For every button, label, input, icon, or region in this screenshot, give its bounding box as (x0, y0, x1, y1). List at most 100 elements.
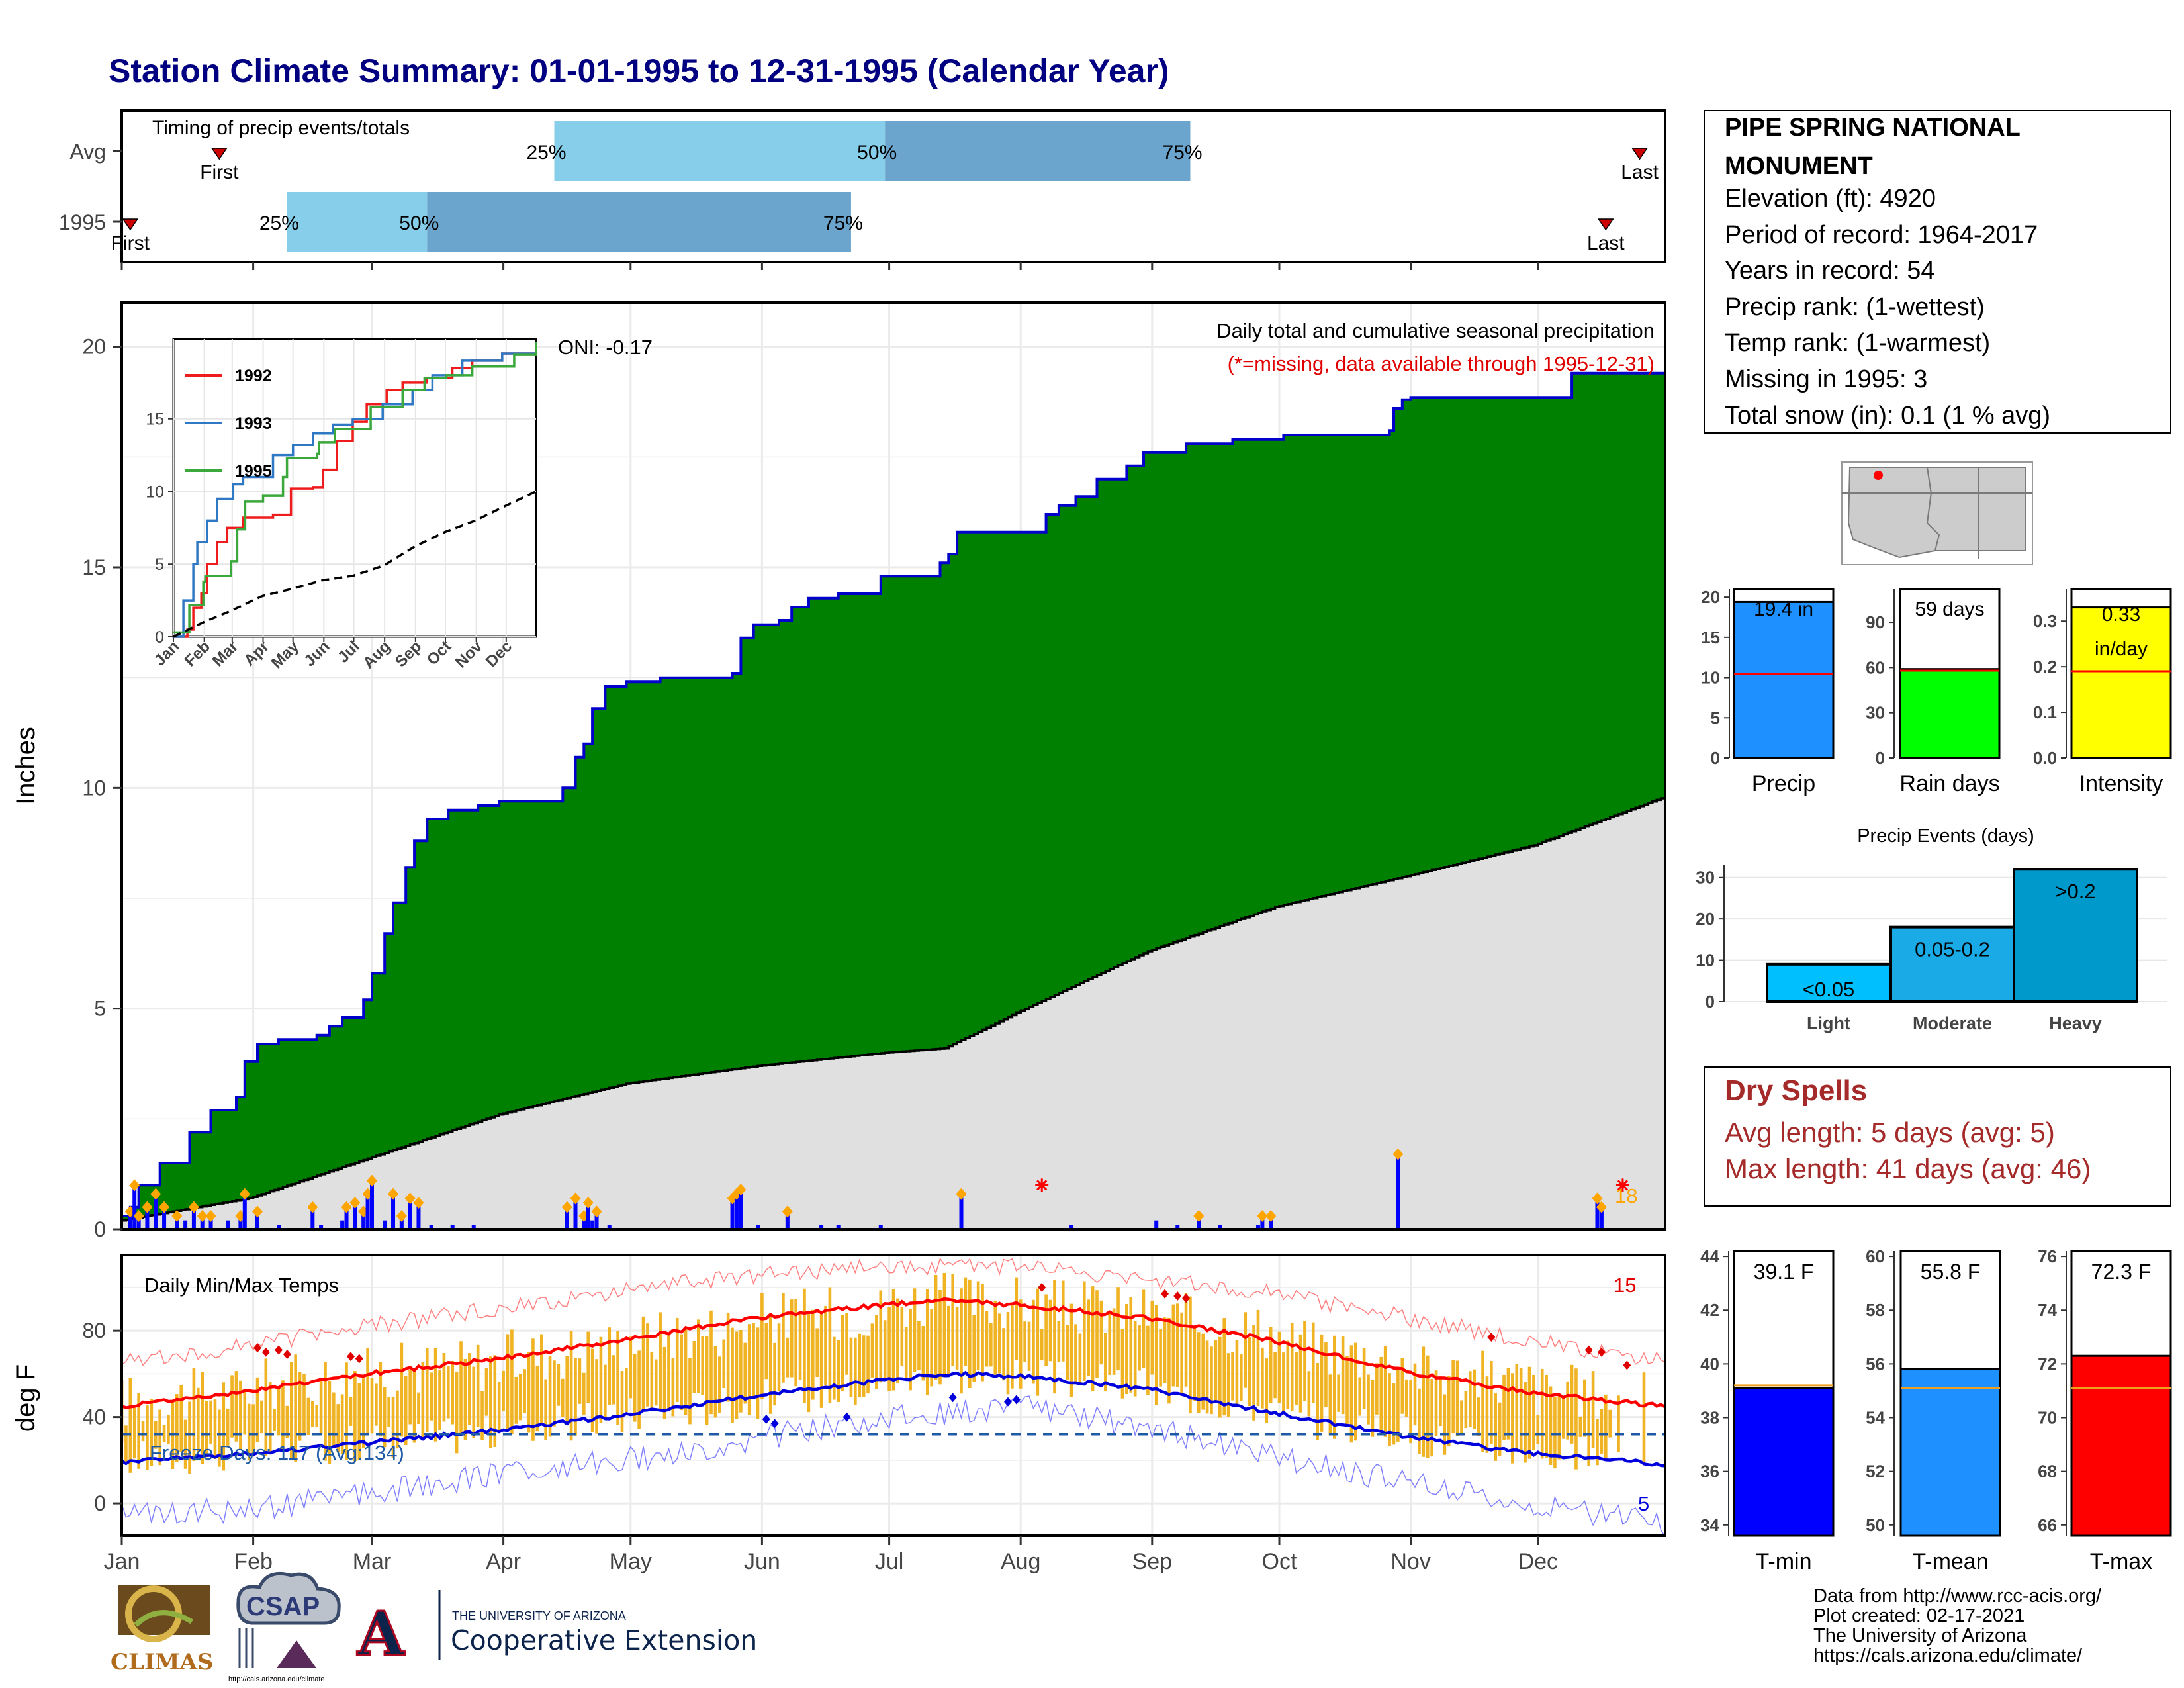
daily-temp-bar (417, 1392, 420, 1425)
temp-summary-value (1733, 1387, 1835, 1537)
timing-row-label: 1995 (59, 211, 106, 234)
daily-temp-bar (1485, 1376, 1489, 1453)
temp-summary-ytick-label: 40 (1700, 1354, 1719, 1374)
temp-summary-ytick-label: 44 (1700, 1246, 1719, 1266)
daily-temp-bar (891, 1289, 895, 1391)
inset-ytick-label: 0 (155, 628, 164, 647)
daily-temp-bar (1383, 1346, 1387, 1437)
daily-temp-bar (1434, 1370, 1438, 1436)
daily-temp-bar (514, 1376, 518, 1424)
month-axis: Jan Feb Mar Apr May Jun Jul Aug Sep Oct Nov Dec (104, 262, 1558, 1574)
first-event-marker (210, 148, 228, 160)
summary-ytick-label: 90 (1866, 612, 1885, 632)
daily-temp-bar (1142, 1289, 1146, 1368)
footer-line-3: The University of Arizona (1813, 1625, 2027, 1646)
daily-precip-bar (154, 1194, 158, 1229)
daily-temp-bar (964, 1277, 968, 1366)
daily-temp-bar (824, 1306, 827, 1386)
heavy-precip-marker (239, 1188, 250, 1200)
daily-temp-bar (1112, 1308, 1116, 1375)
daily-temp-bar (1358, 1377, 1362, 1416)
month-label: May (610, 1549, 652, 1574)
daily-precip-bar (242, 1194, 247, 1229)
daily-temp-bar (1392, 1383, 1396, 1445)
daily-temp-bar (179, 1385, 183, 1452)
climas-logo-swoosh (134, 1610, 194, 1627)
timing-label-50: 50% (399, 212, 439, 234)
precip-ytick-label: 5 (94, 997, 106, 1021)
record-high-marker (1173, 1291, 1182, 1301)
daily-temp-bar (1019, 1299, 1023, 1389)
daily-temp-bar (1087, 1299, 1091, 1376)
daily-temp-bar (459, 1341, 463, 1434)
daily-temp-bar (1265, 1358, 1269, 1423)
daily-temp-bar (1044, 1294, 1048, 1367)
daily-precip-bar (582, 1216, 586, 1229)
daily-temp-bar (870, 1323, 874, 1378)
dry-spells-max: Max length: 41 days (avg: 46) (1725, 1153, 2091, 1184)
daily-temp-bar (1307, 1371, 1311, 1417)
daily-temp-bar (1311, 1322, 1315, 1403)
daily-temp-bar (633, 1353, 637, 1422)
summary-ytick-label: 5 (1711, 708, 1720, 727)
daily-temp-bar (777, 1323, 781, 1391)
daily-temp-bar (1057, 1321, 1061, 1362)
daily-temp-bar (1159, 1329, 1162, 1387)
record-high-marker (253, 1343, 262, 1353)
oni-label: ONI: -0.17 (558, 336, 653, 359)
daily-precip-bar (200, 1216, 205, 1229)
daily-temp-bar (273, 1409, 276, 1431)
daily-precip-bar (959, 1194, 964, 1229)
timing-bar-25-50 (554, 121, 886, 181)
daily-temp-bar (760, 1292, 764, 1400)
page-title: Station Climate Summary: 01-01-1995 to 1… (109, 52, 1169, 89)
daily-temp-bar (1642, 1372, 1646, 1462)
station-location-dot (1874, 471, 1883, 480)
precip-events-bar-label: <0.05 (1803, 978, 1854, 1001)
logos: CLIMAS CSAP http://cals.arizona.edu/clim… (111, 1571, 757, 1683)
daily-temp-bar (1197, 1332, 1201, 1413)
temp-summary-ytick-label: 38 (1700, 1408, 1719, 1428)
daily-precip-bar (1175, 1225, 1180, 1229)
daily-temp-bar (442, 1353, 446, 1422)
heavy-precip-marker (366, 1174, 377, 1187)
daily-temp-bar (345, 1362, 348, 1460)
record-low-count: 5 (1638, 1492, 1649, 1515)
daily-temp-bar (782, 1293, 785, 1383)
daily-temp-bar (1473, 1369, 1477, 1429)
precip-events-ytick-label: 30 (1696, 868, 1715, 888)
daily-temp-bar (1527, 1366, 1531, 1459)
summary-ytick-label: 0 (1711, 748, 1720, 768)
precip-events-category: Heavy (2049, 1013, 2102, 1033)
daily-temp-bar (1578, 1416, 1582, 1437)
daily-temp-bar (735, 1331, 739, 1419)
daily-temp-bar (468, 1353, 471, 1425)
missing-star-stroke (1036, 1180, 1048, 1191)
daily-temp-bar (324, 1362, 327, 1461)
daily-temp-bar (1023, 1321, 1026, 1362)
station-precip-rank: Precip rank: (1-wettest) (1725, 293, 1985, 321)
precip-frame (120, 301, 1666, 1231)
daily-temp-bar (357, 1383, 361, 1460)
daily-temp-bar (794, 1299, 797, 1387)
daily-temp-bar (1566, 1381, 1569, 1440)
daily-temp-bar (1231, 1352, 1234, 1401)
footer-credits: Data from http://www.rcc-acis.org/ Plot … (1813, 1585, 2102, 1666)
daily-temp-bar (1256, 1309, 1260, 1407)
daily-temp-bar (328, 1381, 332, 1464)
daily-temp-bar (387, 1397, 390, 1427)
daily-temp-bar (421, 1362, 425, 1440)
temp-summary-ytick-label: 60 (1866, 1246, 1885, 1266)
daily-temp-bar (819, 1311, 823, 1408)
daily-temp-bar (349, 1397, 353, 1426)
daily-temp-bar (1066, 1325, 1069, 1380)
daily-temp-bar (680, 1334, 683, 1411)
daily-precip-bar (471, 1225, 476, 1229)
daily-temp-bar (213, 1399, 217, 1460)
daily-temp-bar (1464, 1391, 1468, 1429)
daily-temp-bar (1604, 1394, 1608, 1460)
summary-ytick-label: 20 (1701, 587, 1720, 607)
daily-temp-bar (1248, 1337, 1251, 1407)
heavy-precip-marker (413, 1197, 424, 1209)
temp-summary-text: 55.8 F (1921, 1260, 1981, 1284)
